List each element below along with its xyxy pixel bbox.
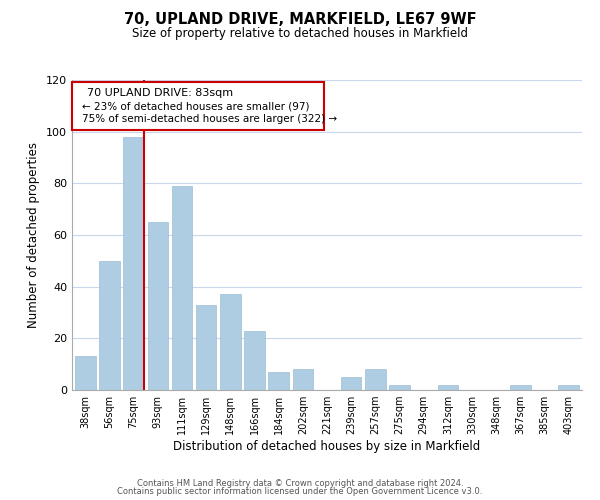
Bar xyxy=(244,330,265,390)
Text: 70 UPLAND DRIVE: 83sqm: 70 UPLAND DRIVE: 83sqm xyxy=(88,88,233,98)
Bar xyxy=(172,186,192,390)
X-axis label: Distribution of detached houses by size in Markfield: Distribution of detached houses by size … xyxy=(173,440,481,453)
Bar xyxy=(389,385,410,390)
Bar xyxy=(148,222,168,390)
Bar xyxy=(510,385,530,390)
Bar xyxy=(559,385,579,390)
Y-axis label: Number of detached properties: Number of detached properties xyxy=(28,142,40,328)
Bar xyxy=(220,294,241,390)
Bar xyxy=(365,370,386,390)
Bar xyxy=(196,304,217,390)
Bar xyxy=(341,377,361,390)
Bar xyxy=(75,356,95,390)
Text: ← 23% of detached houses are smaller (97): ← 23% of detached houses are smaller (97… xyxy=(82,101,310,111)
Bar xyxy=(124,137,144,390)
Bar xyxy=(268,372,289,390)
Bar xyxy=(437,385,458,390)
Bar xyxy=(293,370,313,390)
Text: Size of property relative to detached houses in Markfield: Size of property relative to detached ho… xyxy=(132,28,468,40)
Text: Contains HM Land Registry data © Crown copyright and database right 2024.: Contains HM Land Registry data © Crown c… xyxy=(137,478,463,488)
Text: 70, UPLAND DRIVE, MARKFIELD, LE67 9WF: 70, UPLAND DRIVE, MARKFIELD, LE67 9WF xyxy=(124,12,476,28)
Text: 75% of semi-detached houses are larger (322) →: 75% of semi-detached houses are larger (… xyxy=(82,114,337,124)
FancyBboxPatch shape xyxy=(72,82,325,130)
Text: Contains public sector information licensed under the Open Government Licence v3: Contains public sector information licen… xyxy=(118,487,482,496)
Bar xyxy=(99,261,120,390)
